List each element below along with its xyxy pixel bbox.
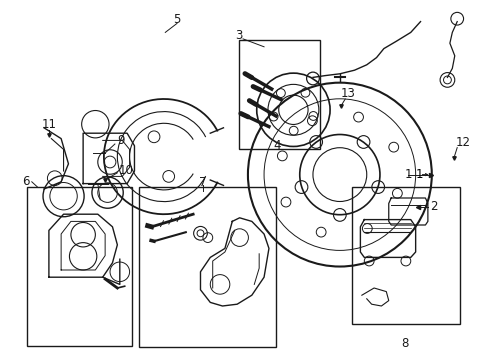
Text: 1: 1: [404, 168, 411, 181]
Text: 5: 5: [173, 13, 181, 26]
Text: 1: 1: [415, 168, 423, 181]
Bar: [139, 187, 276, 347]
Text: 2: 2: [429, 201, 437, 213]
Text: 7: 7: [199, 176, 206, 189]
Text: 6: 6: [21, 175, 29, 188]
Bar: [27, 187, 132, 346]
Text: 3: 3: [234, 29, 242, 42]
Text: 11: 11: [41, 118, 56, 131]
Text: 4: 4: [273, 139, 281, 152]
Text: 12: 12: [455, 136, 470, 149]
Bar: [238, 40, 320, 149]
Text: 9: 9: [117, 134, 125, 147]
Text: 13: 13: [340, 87, 355, 100]
Text: 8: 8: [400, 337, 408, 350]
Text: 10: 10: [119, 165, 133, 177]
Bar: [351, 187, 459, 324]
